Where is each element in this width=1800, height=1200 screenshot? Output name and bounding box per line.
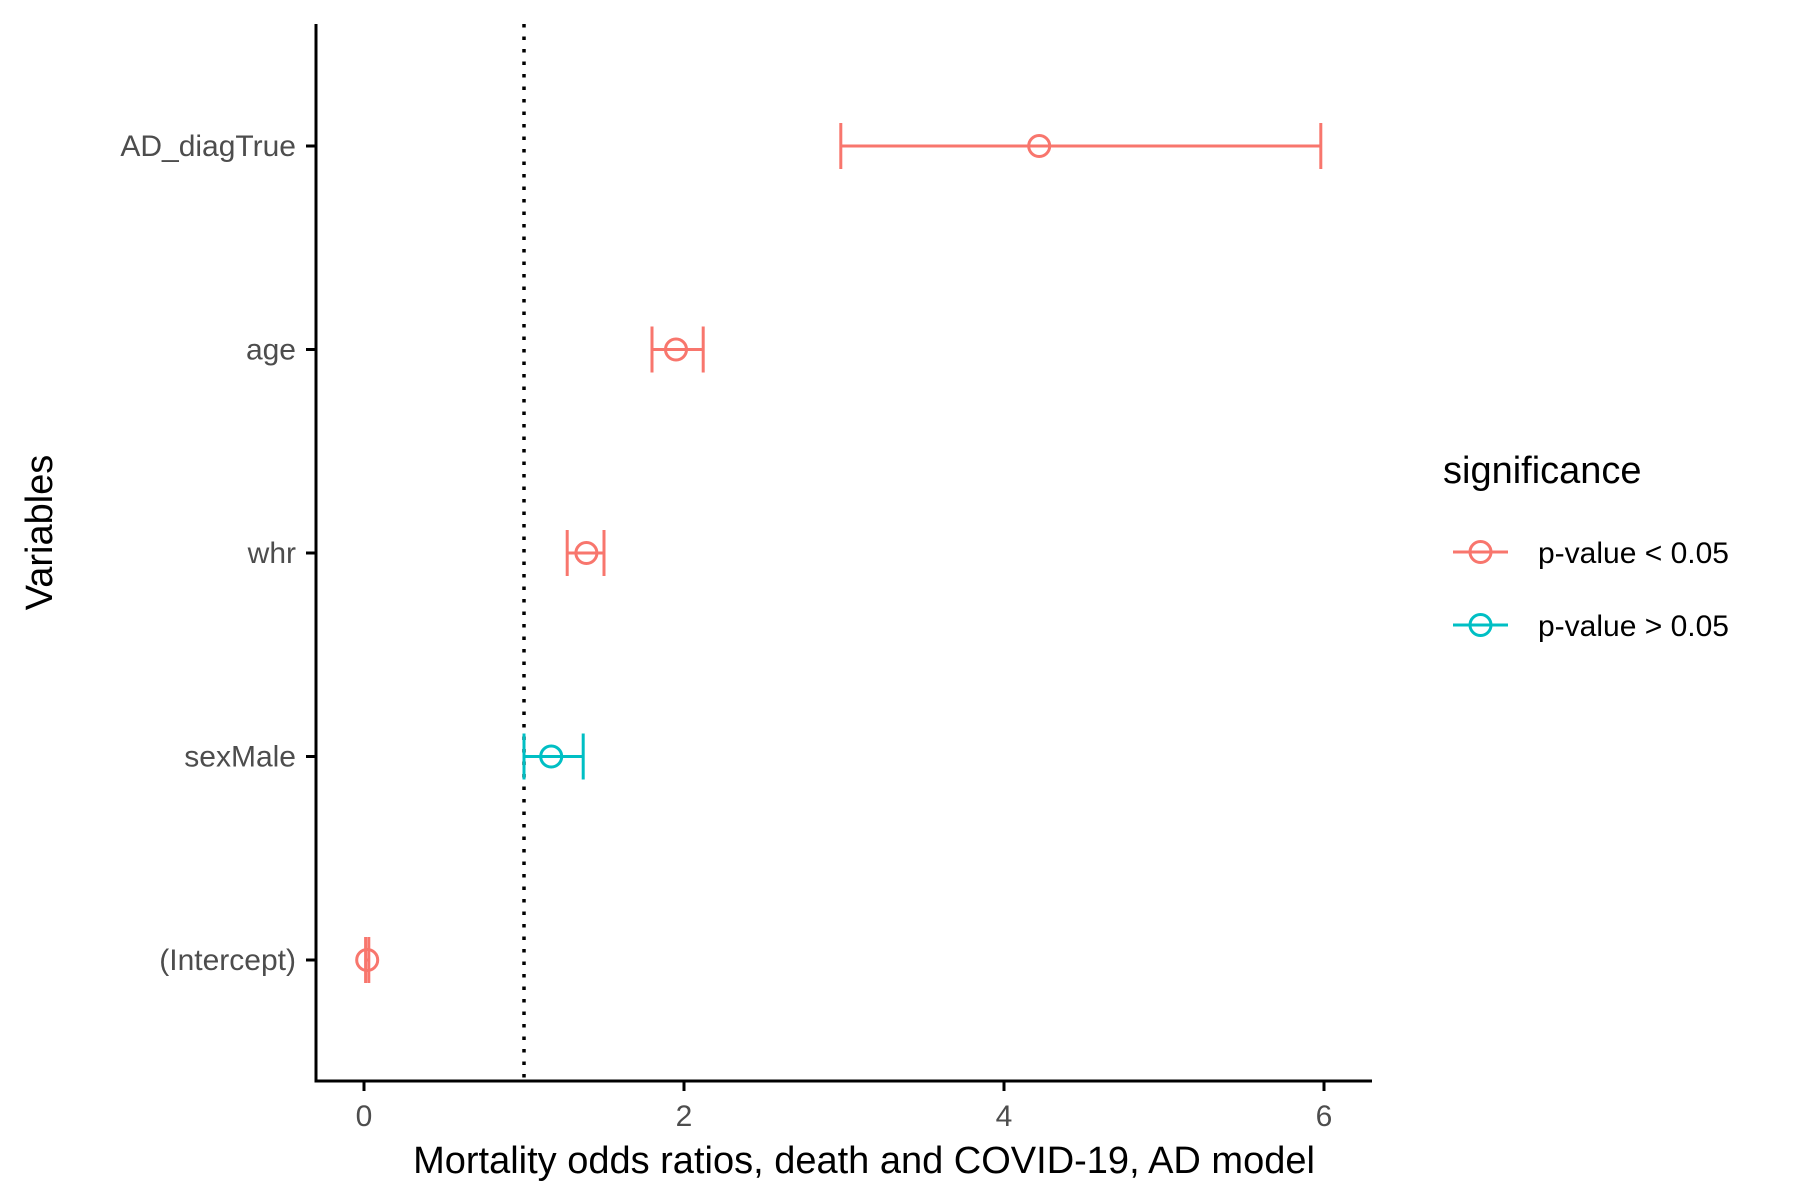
legend: significance p-value < 0.05 p-value > 0.0… [1443, 450, 1729, 643]
interval-(Intercept) [355, 937, 380, 983]
estimate-point [355, 948, 380, 972]
x-tick-label: 0 [356, 1100, 373, 1133]
legend-title: significance [1443, 450, 1642, 492]
y-tick-label: AD_diagTrue [120, 130, 296, 163]
legend-entry: p-value > 0.05 [1453, 610, 1729, 643]
estimate-point [664, 337, 688, 362]
x-tick-label: 6 [1316, 1100, 1333, 1133]
estimate-point [1027, 134, 1052, 158]
y-tick-label: age [246, 334, 296, 367]
legend-entry: p-value < 0.05 [1453, 537, 1729, 570]
interval-age [650, 326, 705, 373]
x-axis-ticks: 0 2 4 6 [356, 1081, 1333, 1133]
legend-entries: p-value < 0.05 p-value > 0.05 [1453, 537, 1729, 643]
legend-key-point [1468, 613, 1493, 637]
y-axis-title: Variables [19, 455, 61, 611]
x-axis-title: Mortality odds ratios, death and COVID-1… [413, 1140, 1315, 1182]
y-tick-label: whr [247, 537, 296, 570]
legend-key-point [1468, 540, 1493, 564]
interval-AD_diagTrue [839, 123, 1323, 169]
intervals [355, 123, 1323, 983]
estimate-point [539, 744, 564, 769]
interval-sexMale [522, 733, 585, 780]
x-tick-label: 4 [996, 1100, 1013, 1133]
estimate-point [574, 541, 599, 565]
legend-label: p-value < 0.05 [1538, 537, 1729, 570]
legend-label: p-value > 0.05 [1538, 610, 1729, 643]
y-tick-label: (Intercept) [159, 944, 296, 977]
y-tick-label: sexMale [184, 741, 296, 774]
x-tick-label: 2 [676, 1100, 693, 1133]
interval-whr [565, 530, 606, 576]
